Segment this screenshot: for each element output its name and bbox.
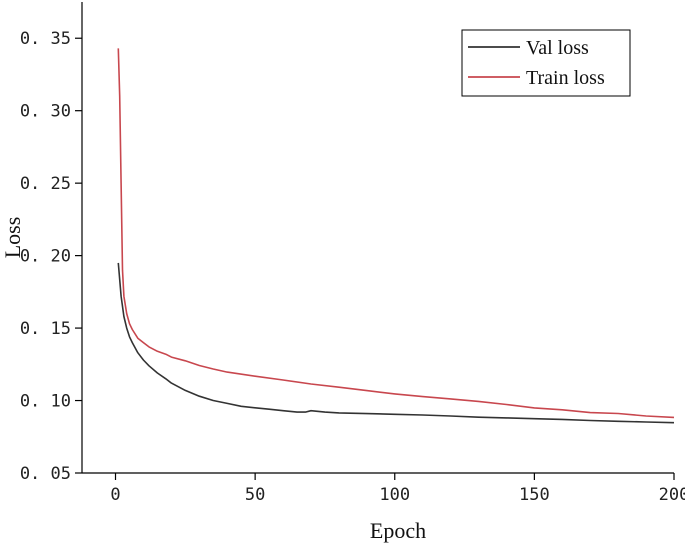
- series-layer: [117, 48, 675, 424]
- legend-label: Val loss: [526, 37, 589, 59]
- x-tick-label: 150: [519, 485, 550, 505]
- chart-axes: 0. 05 0. 10 0. 15 0. 20 0. 25 0. 30 0. 35 0 50 10…: [20, 2, 685, 505]
- x-tick-label: 200: [659, 485, 685, 505]
- series-line-train-loss: [117, 48, 675, 419]
- series-line-val-loss: [117, 262, 675, 424]
- x-tick-label: 0: [110, 485, 120, 505]
- y-tick-label: 0. 30: [20, 102, 71, 122]
- y-tick-label: 0. 15: [20, 319, 71, 339]
- y-tick-label: 0. 20: [20, 247, 71, 267]
- y-tick-label: 0. 25: [20, 174, 71, 194]
- legend-box: [461, 29, 631, 97]
- x-tick-label: 50: [245, 485, 265, 505]
- x-axis-title: Epoch: [370, 518, 426, 543]
- legend-label: Train loss: [526, 67, 605, 89]
- y-tick-label: 0. 35: [20, 29, 71, 49]
- x-tick-label: 100: [379, 485, 410, 505]
- legend: Val loss Train loss: [461, 29, 631, 97]
- y-axis-title: Loss: [0, 217, 25, 259]
- y-tick-label: 0. 05: [20, 464, 71, 484]
- y-tick-label: 0. 10: [20, 392, 71, 412]
